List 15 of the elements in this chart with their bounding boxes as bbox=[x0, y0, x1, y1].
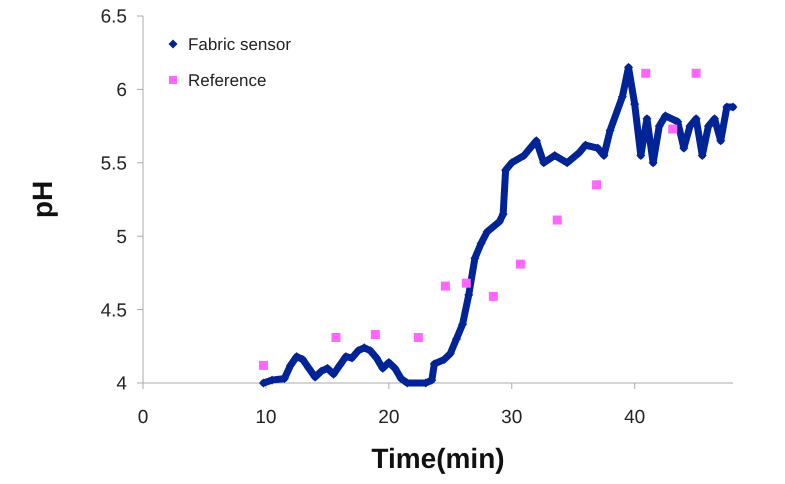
y-tick-label: 6.5 bbox=[100, 6, 127, 28]
x-tick-label: 30 bbox=[501, 407, 522, 428]
x-tick-label: 0 bbox=[138, 407, 148, 428]
x-tick-label: 10 bbox=[255, 407, 276, 428]
x-axis-title: Time(min) bbox=[371, 443, 505, 474]
y-tick-label: 5 bbox=[116, 226, 127, 248]
y-tick-label: 4.5 bbox=[100, 300, 127, 322]
y-tick-label: 4 bbox=[116, 374, 128, 395]
x-tick-label: 40 bbox=[624, 407, 646, 428]
x-tick-label: 20 bbox=[378, 407, 400, 428]
legend-label: Fabric sensor bbox=[188, 34, 292, 54]
y-tick-label: 5.5 bbox=[100, 153, 127, 174]
legend-label: Reference bbox=[188, 70, 266, 90]
y-axis-title: pH bbox=[27, 180, 58, 218]
y-tick-label: 6 bbox=[116, 80, 127, 102]
